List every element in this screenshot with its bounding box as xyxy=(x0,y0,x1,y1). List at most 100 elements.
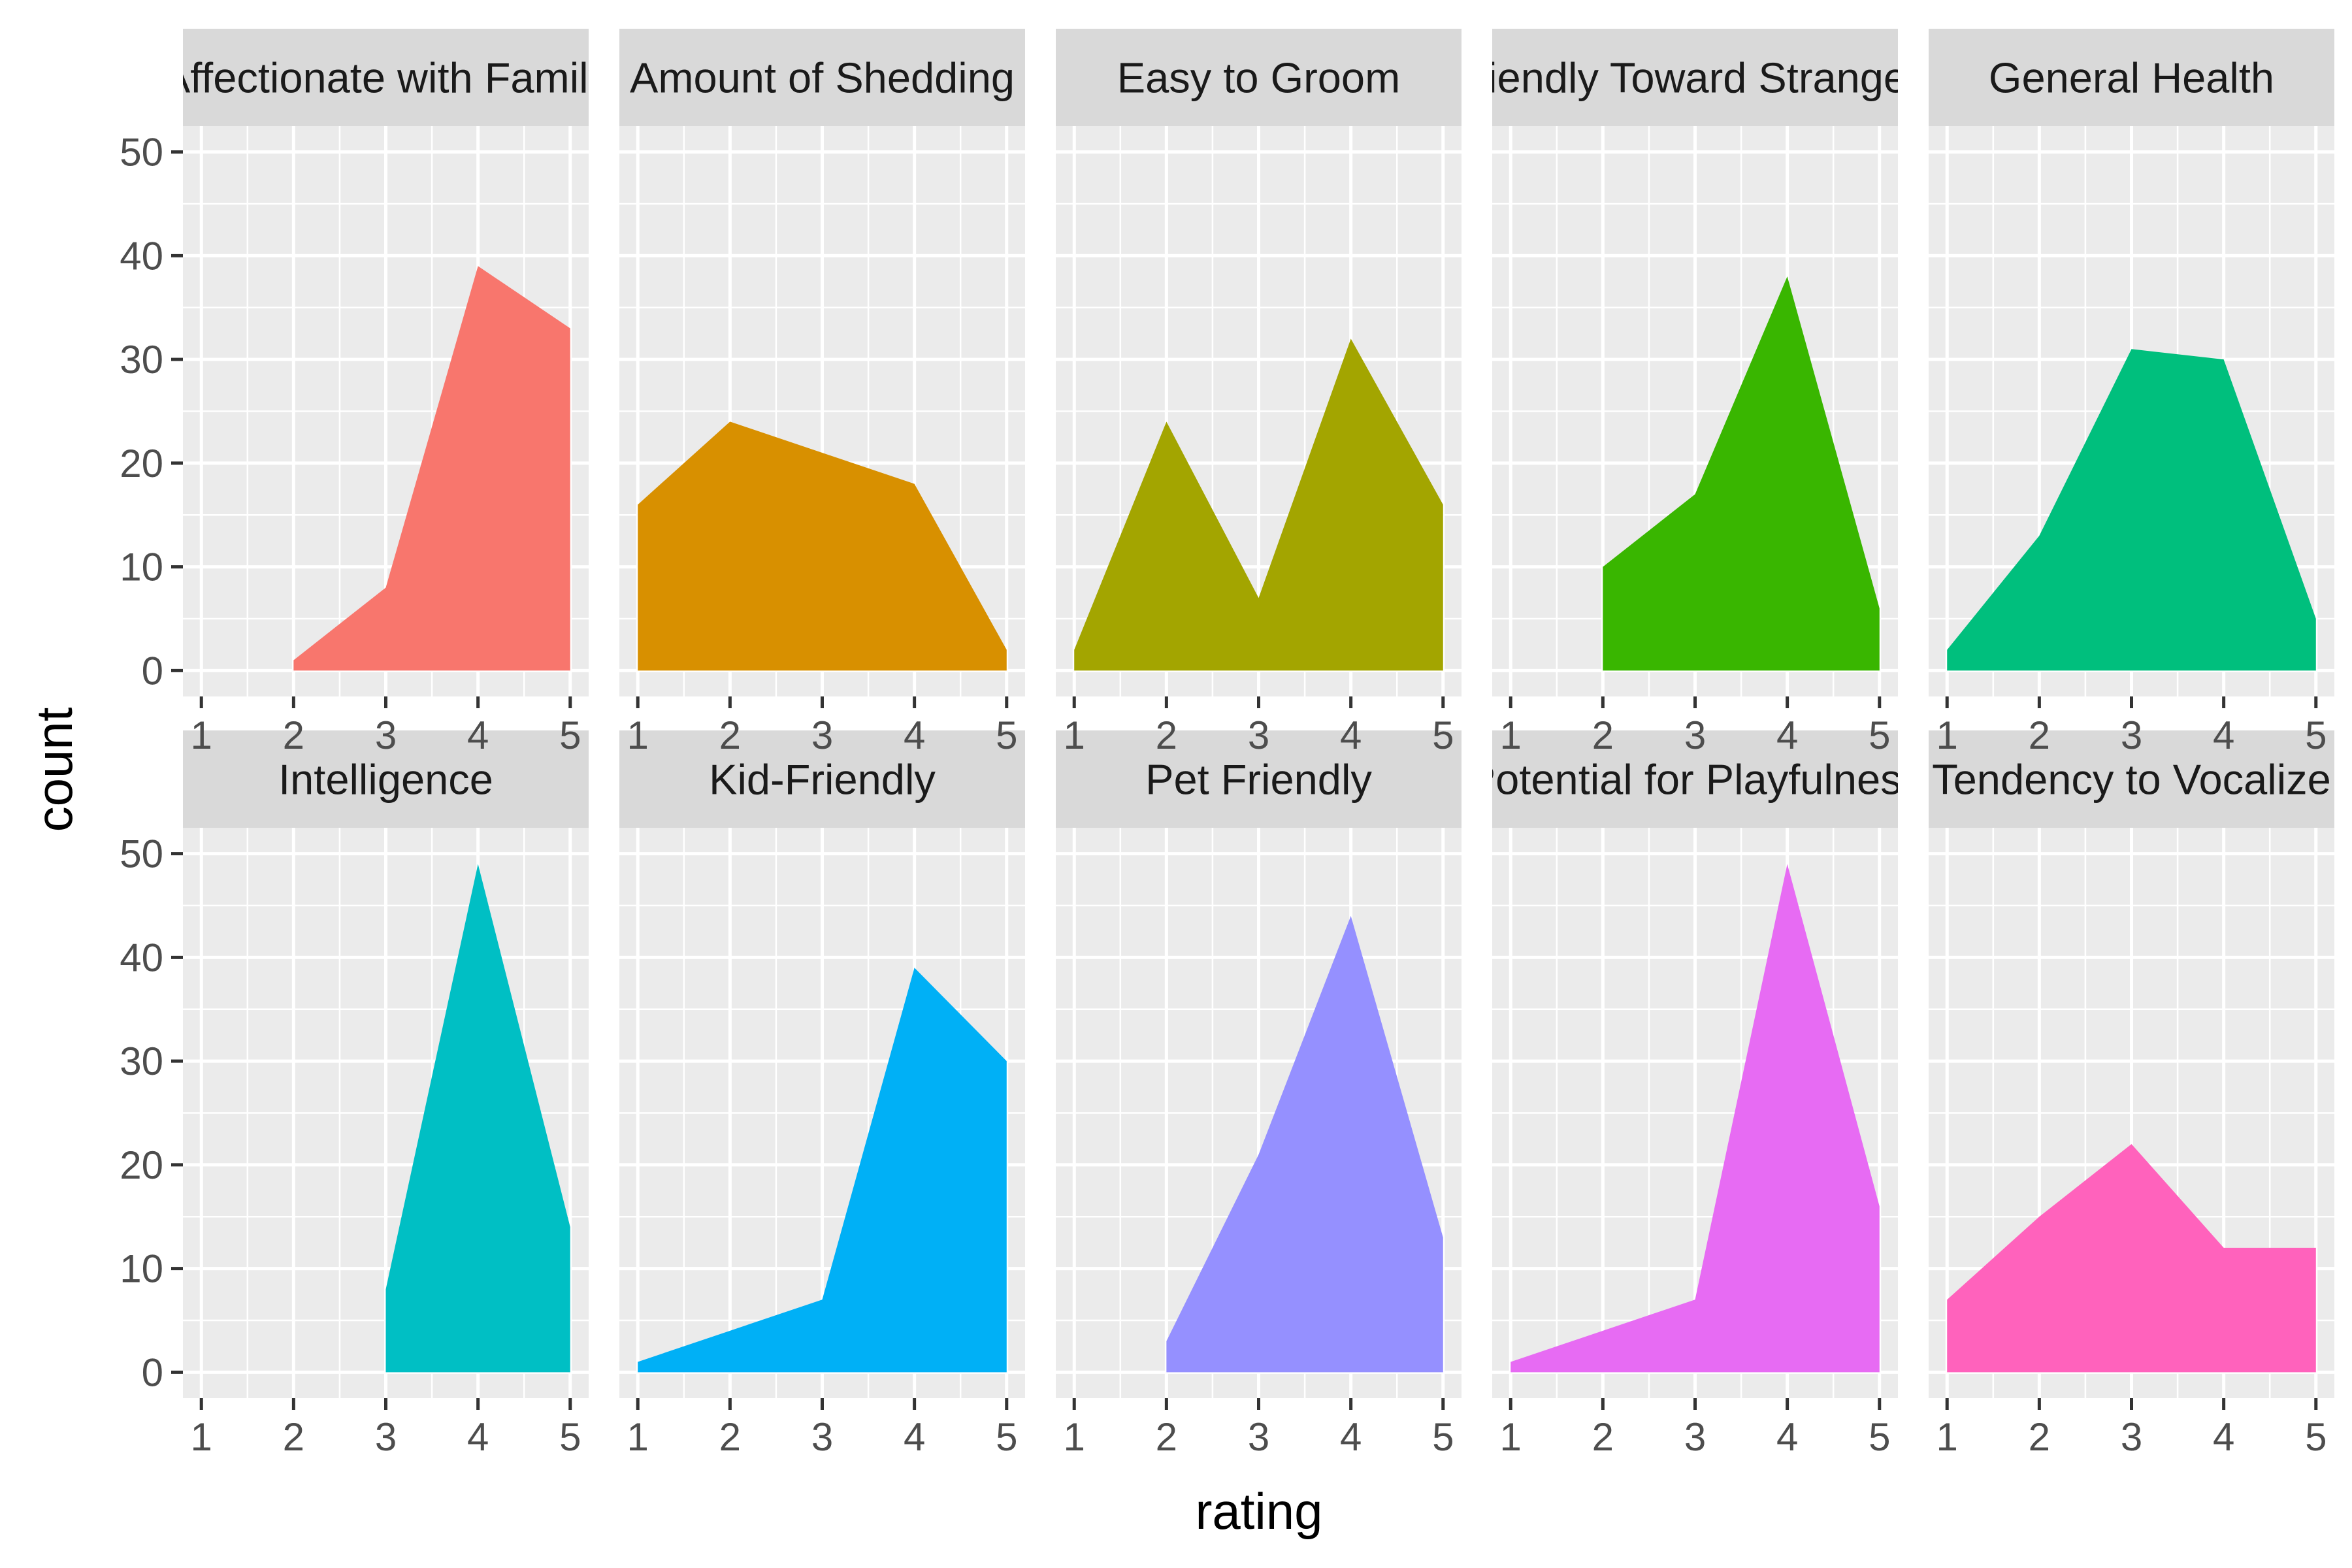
y-tick-label: 0 xyxy=(142,649,163,693)
x-tick-label: 3 xyxy=(1684,1415,1706,1459)
facet-panel: Pet Friendly xyxy=(1056,730,1462,1398)
x-tick-label: 5 xyxy=(559,1415,581,1459)
x-tick-label: 4 xyxy=(1340,713,1362,757)
x-tick-label: 2 xyxy=(2029,1415,2050,1459)
facet-strip xyxy=(619,29,1025,126)
facet-panel: Kid-Friendly xyxy=(619,730,1025,1398)
x-tick-label: 4 xyxy=(1340,1415,1362,1459)
area-series xyxy=(293,266,570,671)
facet-title: Tendency to Vocalize xyxy=(1932,756,2331,804)
facet-strip xyxy=(183,29,589,126)
x-tick-label: 5 xyxy=(559,713,581,757)
y-tick-label: 0 xyxy=(142,1350,163,1394)
area-series xyxy=(638,968,1007,1373)
y-tick-label: 30 xyxy=(120,338,163,382)
facet-strip xyxy=(1929,730,2334,828)
area-series xyxy=(1947,1144,2316,1373)
x-tick-label: 4 xyxy=(1776,713,1798,757)
y-tick-label: 20 xyxy=(120,442,163,485)
y-tick-label: 20 xyxy=(120,1143,163,1187)
facet-panel: Friendly Toward Strangers xyxy=(1448,29,1942,696)
facet-strip xyxy=(1929,29,2334,126)
x-tick-label: 4 xyxy=(467,1415,489,1459)
x-tick-label: 5 xyxy=(1432,713,1454,757)
x-tick-label: 3 xyxy=(375,713,397,757)
x-tick-label: 2 xyxy=(719,713,741,757)
x-tick-label: 2 xyxy=(2029,713,2050,757)
y-axes: 0 10 20 30 40 50 0 10 20 30 40 50 xyxy=(120,131,183,1394)
x-tick-label: 5 xyxy=(1432,1415,1454,1459)
x-tick-label: 3 xyxy=(2121,713,2142,757)
area-series xyxy=(1511,864,1880,1373)
x-tick-label: 2 xyxy=(1156,1415,1177,1459)
facet-panel: Affectionate with Family xyxy=(162,29,610,696)
x-tick-label: 4 xyxy=(904,1415,925,1459)
y-tick-label: 40 xyxy=(120,936,163,979)
x-tick-label: 1 xyxy=(1500,1415,1522,1459)
x-tick-label: 4 xyxy=(2213,713,2234,757)
facet-strip xyxy=(1056,29,1462,126)
facet-panel: General Health xyxy=(1929,29,2334,696)
facet-title: Intelligence xyxy=(278,756,493,804)
facet-title: Friendly Toward Strangers xyxy=(1448,54,1942,102)
x-tick-label: 2 xyxy=(283,1415,304,1459)
x-tick-label: 3 xyxy=(1248,713,1269,757)
facet-panel: Potential for Playfulness xyxy=(1467,730,1923,1398)
facet-title: Affectionate with Family xyxy=(162,54,610,102)
facet-strip xyxy=(1492,730,1898,828)
x-tick-label: 1 xyxy=(627,1415,649,1459)
facet-panel: Tendency to Vocalize xyxy=(1929,730,2334,1398)
facet-panel: Amount of Shedding xyxy=(619,29,1025,696)
facet-panel: Easy to Groom xyxy=(1056,29,1462,696)
x-axes: 1 2 3 4 5 1 2 3 4 5 1 2 3 4 5 1 2 3 4 5 1 2 3 4 5 1 2 3 4 5 1 2 3 4 5 1 2 3 4 5… xyxy=(191,696,2327,1459)
area-series xyxy=(1074,338,1443,671)
x-tick-label: 5 xyxy=(1869,1415,1890,1459)
x-tick-label: 3 xyxy=(811,713,833,757)
x-tick-label: 3 xyxy=(1248,1415,1269,1459)
x-tick-label: 1 xyxy=(627,713,649,757)
x-tick-label: 3 xyxy=(1684,713,1706,757)
x-tick-label: 1 xyxy=(191,713,212,757)
facet-title: Potential for Playfulness xyxy=(1467,756,1923,804)
y-tick-label: 10 xyxy=(120,1247,163,1291)
x-tick-label: 4 xyxy=(467,713,489,757)
x-tick-label: 5 xyxy=(2305,713,2327,757)
x-tick-label: 5 xyxy=(1869,713,1890,757)
facet-strip xyxy=(183,730,589,828)
x-axis-title: rating xyxy=(1195,1482,1322,1540)
x-tick-label: 2 xyxy=(1592,713,1614,757)
x-tick-label: 1 xyxy=(191,1415,212,1459)
area-series xyxy=(638,421,1007,671)
x-tick-label: 1 xyxy=(1064,1415,1085,1459)
facet-strip xyxy=(1056,730,1462,828)
facet-title: Easy to Groom xyxy=(1117,54,1400,102)
facet-strip xyxy=(619,730,1025,828)
facet-title: Pet Friendly xyxy=(1145,756,1372,804)
facet-strip xyxy=(1492,29,1898,126)
x-tick-label: 1 xyxy=(1936,713,1958,757)
y-axis-title: count xyxy=(25,707,83,832)
facet-title: Amount of Shedding xyxy=(630,54,1015,102)
x-tick-label: 1 xyxy=(1936,1415,1958,1459)
x-tick-label: 5 xyxy=(996,713,1017,757)
facet-title: Kid-Friendly xyxy=(709,756,936,804)
facet-panels: Affectionate with Family Amount of Sheddi… xyxy=(162,29,2334,1398)
area-series xyxy=(1166,915,1443,1373)
x-tick-label: 1 xyxy=(1500,713,1522,757)
area-series xyxy=(385,864,570,1373)
y-tick-label: 50 xyxy=(120,131,163,174)
y-tick-label: 10 xyxy=(120,546,163,589)
facet-title: General Health xyxy=(1989,54,2274,102)
x-tick-label: 3 xyxy=(2121,1415,2142,1459)
area-series xyxy=(1603,276,1880,671)
x-tick-label: 2 xyxy=(719,1415,741,1459)
x-tick-label: 4 xyxy=(1776,1415,1798,1459)
y-tick-label: 40 xyxy=(120,234,163,278)
x-tick-label: 2 xyxy=(283,713,304,757)
x-tick-label: 5 xyxy=(996,1415,1017,1459)
x-tick-label: 2 xyxy=(1156,713,1177,757)
x-tick-label: 4 xyxy=(2213,1415,2234,1459)
x-tick-label: 3 xyxy=(375,1415,397,1459)
x-tick-label: 1 xyxy=(1064,713,1085,757)
